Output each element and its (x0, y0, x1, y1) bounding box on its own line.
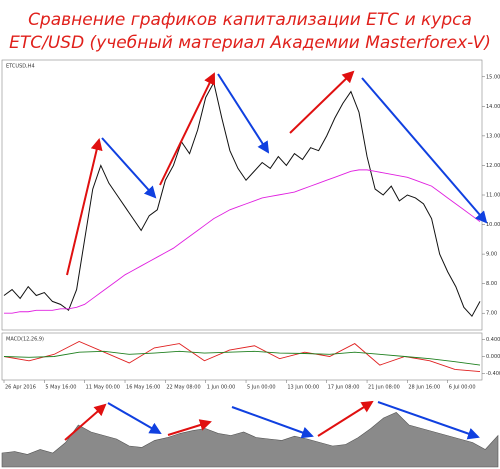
arrow-up (64, 403, 107, 441)
y-tick-label: 14.00 (486, 104, 500, 110)
y-tick-label: 10.00 (486, 222, 500, 228)
title-line: ETC/USD (учебный материал Академии Maste… (9, 33, 491, 53)
panel-label: ETCUSD,H4 (6, 64, 35, 70)
series-line (3, 340, 481, 372)
price-panel (1, 59, 483, 331)
arrow-down (107, 402, 162, 434)
x-tick-label: 22 May 08:00 (166, 385, 200, 391)
annotation-arrows (64, 70, 488, 441)
arrow-down (101, 137, 157, 199)
x-tick-label: 16 May 16:00 (126, 385, 160, 391)
series-line (3, 350, 481, 366)
x-tick-label: 5 Jun 00:00 (247, 385, 276, 391)
x-tick-label: 13 Jun 00:00 (287, 385, 319, 391)
x-tick-label: 1 Jun 00:00 (207, 385, 236, 391)
x-tick-label: 28 Jun 16:00 (408, 385, 440, 391)
y-tick-label: 7.00 (486, 311, 497, 317)
title-line: Сравнение графиков капитализации ETC и к… (28, 10, 472, 30)
arrow-up (159, 72, 216, 186)
panel-label: MACD(12,26,9) (6, 337, 44, 343)
y-tick-label: 0.0000 (486, 354, 500, 360)
y-tick-label: 8.00 (486, 281, 497, 287)
x-tick-label: 17 Jun 08:00 (328, 385, 360, 391)
x-tick-label: 21 Jun 08:00 (368, 385, 400, 391)
series-line (3, 81, 481, 318)
arrow-up (289, 70, 355, 134)
arrow-down (217, 73, 270, 154)
arrow-down (361, 77, 488, 224)
y-tick-label: 9.00 (486, 252, 497, 258)
x-tick-label: 6 Jul 00:00 (449, 385, 476, 391)
area (1, 412, 499, 468)
y-tick-label: 12.00 (486, 163, 500, 169)
y-tick-label: 13.00 (486, 133, 500, 139)
y-tick-label: 15.00 (486, 74, 500, 80)
series-line (4, 169, 481, 314)
x-tick-label: 5 May 16:00 (45, 385, 76, 391)
arrow-up (317, 400, 374, 437)
y-tick-label: 11.00 (486, 193, 500, 199)
arrow-down (231, 406, 314, 439)
arrow-up (66, 138, 103, 276)
x-tick-label: 26 Apr 2016 (5, 385, 36, 391)
arrow-down (377, 401, 480, 440)
x-tick-label: 11 May 00:00 (86, 385, 120, 391)
arrow-up (167, 419, 212, 436)
